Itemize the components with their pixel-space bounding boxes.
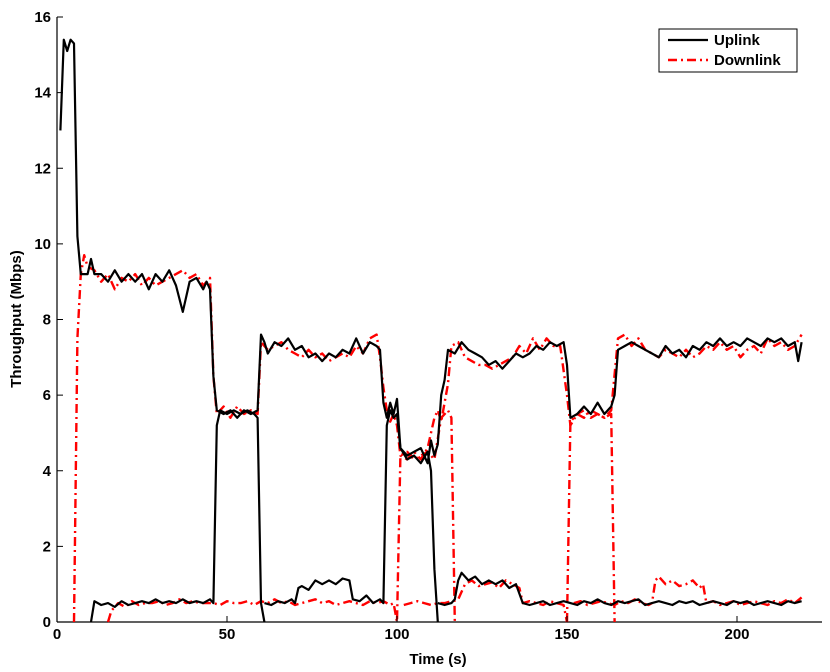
series-layer xyxy=(59,38,803,624)
y-tick-label: 14 xyxy=(34,85,51,102)
y-tick-label: 12 xyxy=(34,160,51,177)
y-tick-label: 16 xyxy=(34,9,51,26)
x-tick-label: 0 xyxy=(53,626,61,643)
y-tick-label: 2 xyxy=(43,538,51,555)
x-tick-label: 50 xyxy=(219,626,236,643)
series-downlink-line xyxy=(72,254,803,623)
series-uplink-line xyxy=(264,409,439,623)
legend-label-downlink: Downlink xyxy=(714,52,781,69)
y-tick-label: 10 xyxy=(34,236,51,253)
series-uplink-line xyxy=(59,38,803,465)
x-tick-label: 200 xyxy=(724,626,749,643)
y-tick-label: 8 xyxy=(43,312,51,329)
y-axis-label: Throughput (Mbps) xyxy=(8,250,25,387)
legend: Uplink Downlink xyxy=(658,28,798,73)
y-tick-label: 6 xyxy=(43,387,51,404)
series-uplink-line xyxy=(89,409,266,623)
y-tick-label: 0 xyxy=(43,614,51,631)
x-axis-label: Time (s) xyxy=(409,651,466,668)
plot-area xyxy=(56,17,822,623)
series-downlink-line xyxy=(573,575,803,607)
x-tick-label: 100 xyxy=(384,626,409,643)
legend-label-uplink: Uplink xyxy=(714,32,760,49)
y-tick-label: 4 xyxy=(43,463,52,480)
x-axis-ticks: 0 50 100 150 200 xyxy=(53,616,750,643)
x-tick-label: 150 xyxy=(554,626,579,643)
series-downlink-line xyxy=(565,409,616,623)
series-downlink-line xyxy=(403,579,569,623)
series-downlink-line xyxy=(106,409,456,624)
y-axis-ticks: 0 2 4 6 8 10 12 14 16 xyxy=(34,9,63,631)
legend-box xyxy=(658,28,798,73)
series-uplink-line xyxy=(437,571,802,607)
